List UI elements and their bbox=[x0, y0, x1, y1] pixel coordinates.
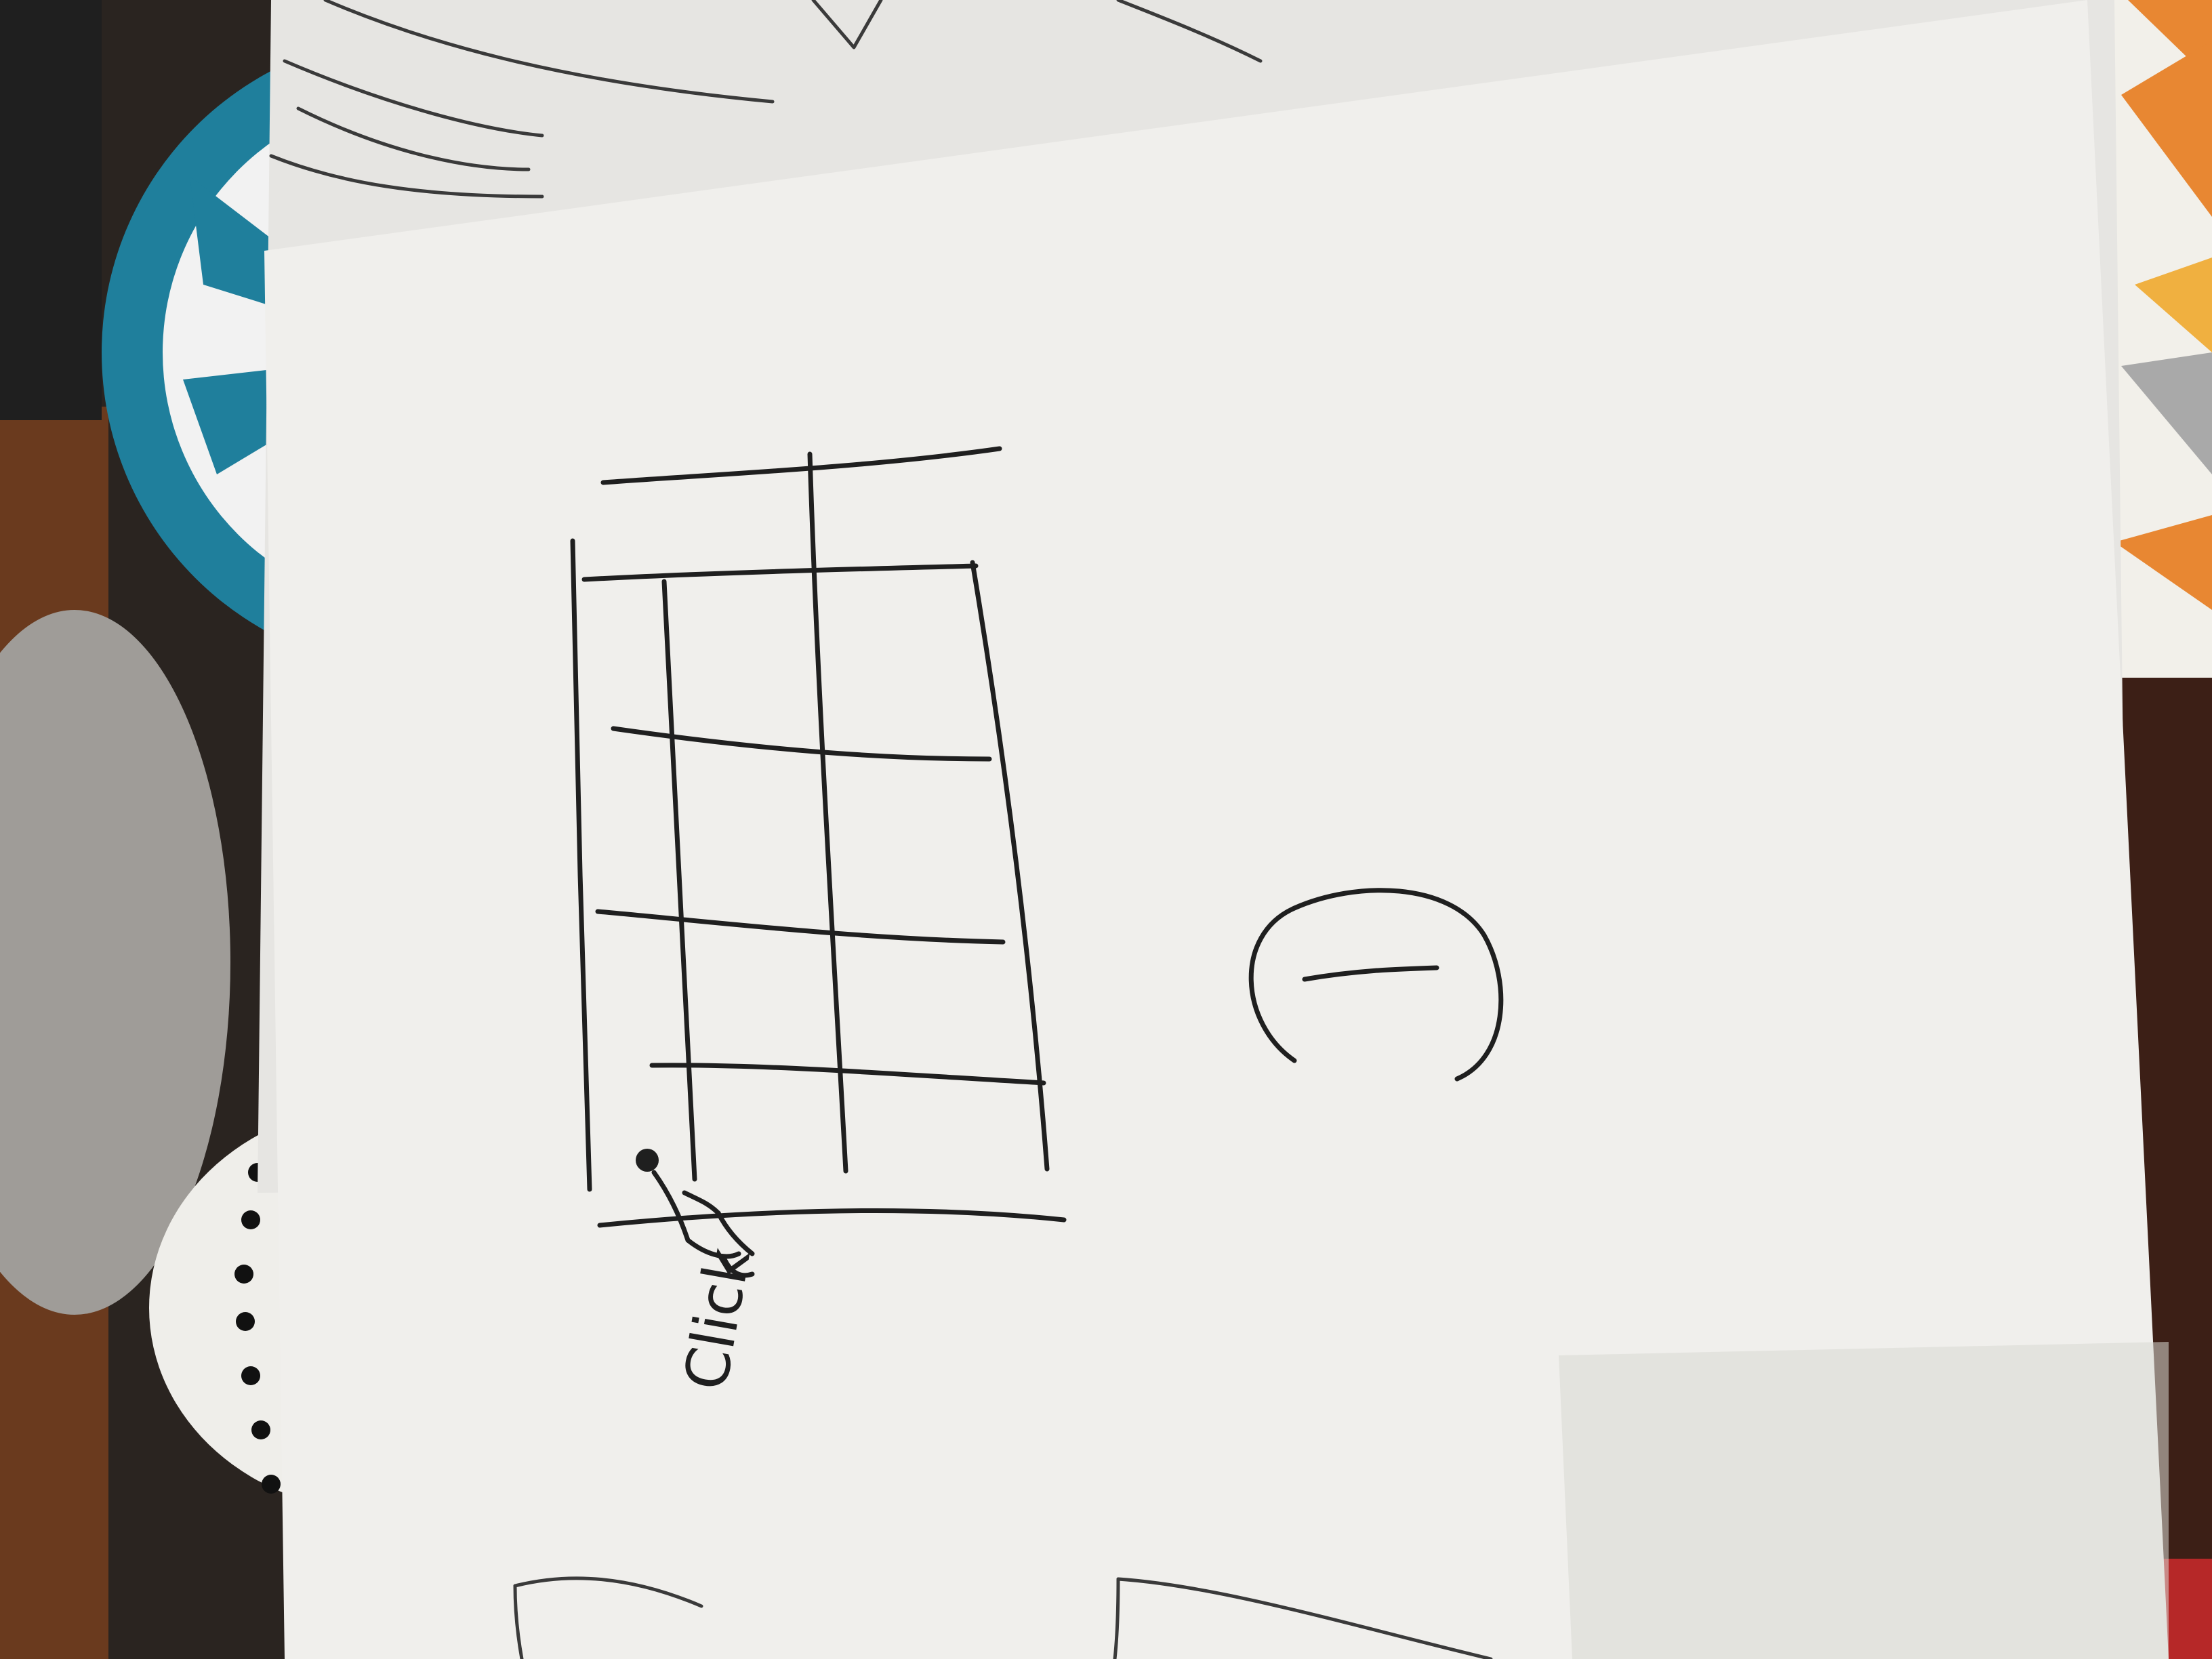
minus-button-icon bbox=[1248, 888, 1504, 1082]
hand-cursor-icon bbox=[636, 1149, 755, 1278]
bottom-sketches bbox=[513, 1576, 1493, 1659]
device-edge bbox=[0, 0, 102, 420]
grey-bowl bbox=[0, 610, 230, 1315]
sketched-grid bbox=[570, 446, 1067, 1228]
main-sheet bbox=[264, 0, 2169, 1659]
